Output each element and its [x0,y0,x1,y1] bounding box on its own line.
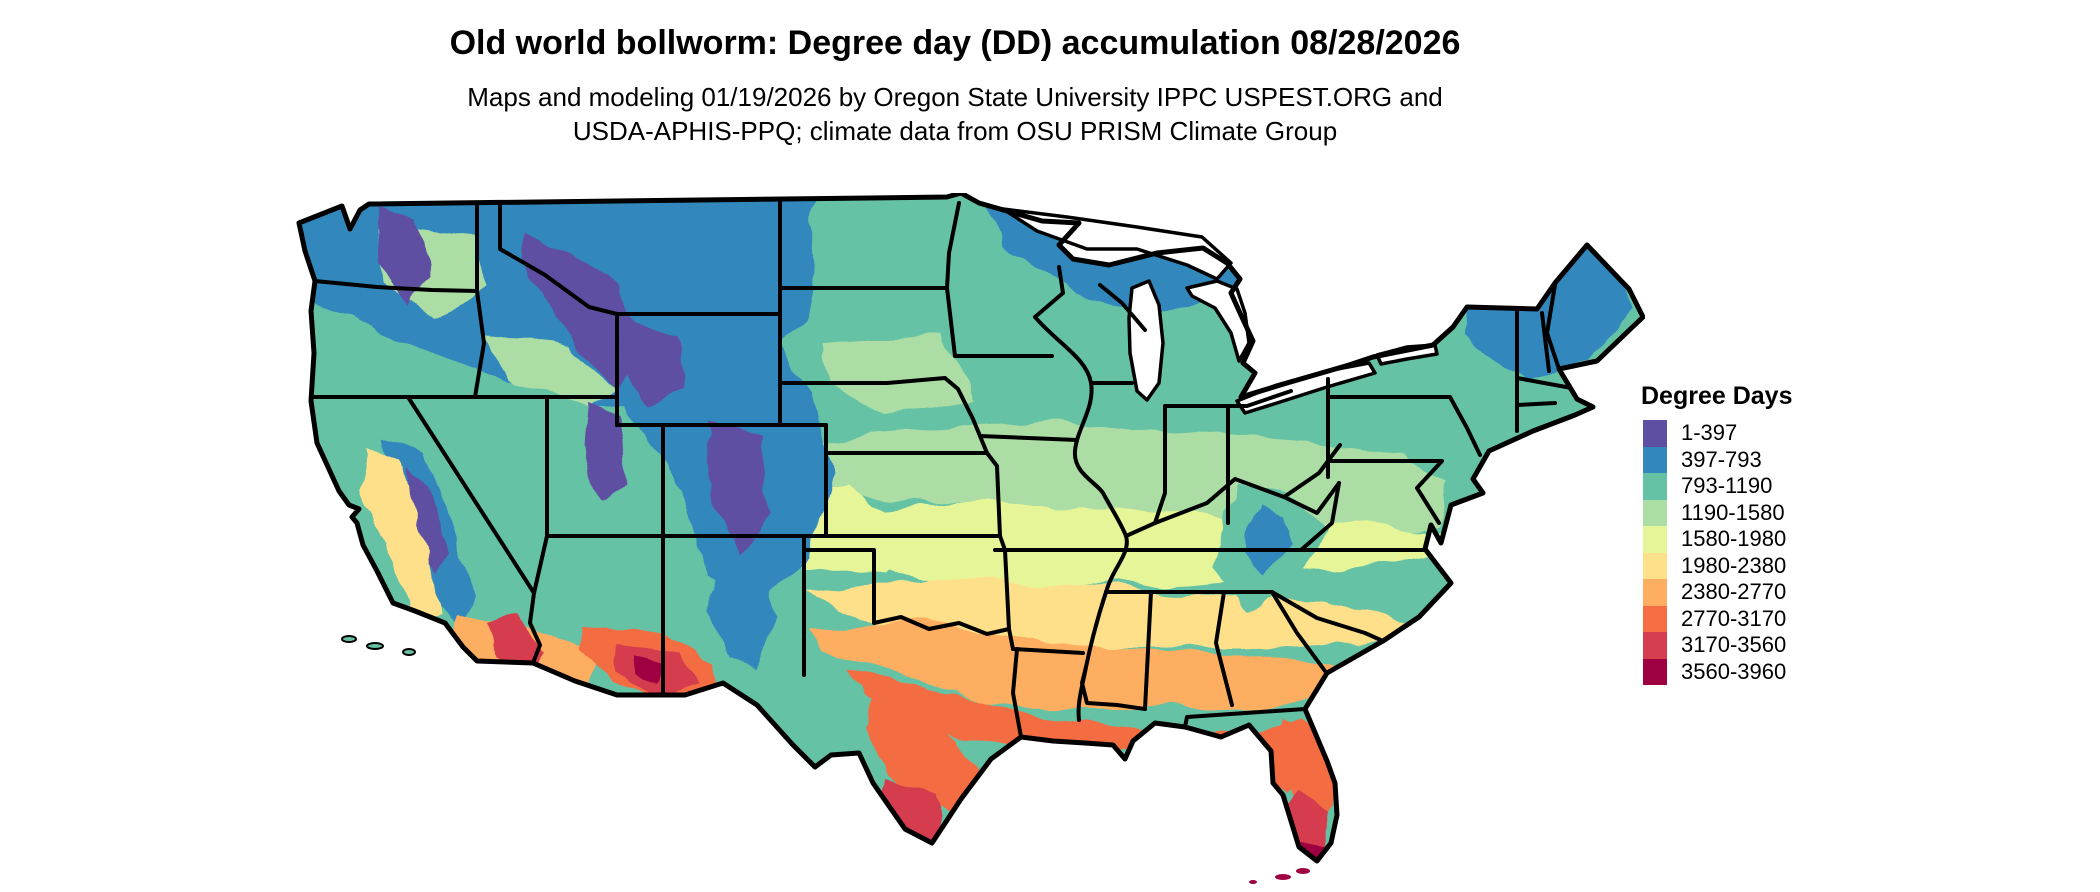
legend-color-swatch [1643,579,1667,606]
legend-color-swatch [1643,446,1667,473]
legend-row: 1-397 [1643,420,1792,447]
legend-row: 3170-3560 [1643,632,1792,659]
legend-color-swatch [1643,473,1667,500]
legend-color-swatch [1643,499,1667,526]
legend-range-label: 3560-3960 [1681,658,1787,684]
legend-color-swatch [1643,526,1667,553]
legend-range-label: 2380-2770 [1681,579,1787,605]
subtitle-line-1: Maps and modeling 01/19/2026 by Oregon S… [467,82,1443,112]
legend-color-swatch [1643,420,1667,447]
legend-row: 793-1190 [1643,473,1792,500]
legend-title: Degree Days [1641,382,1793,410]
legend-range-label: 793-1190 [1681,473,1773,499]
legend-range-label: 1190-1580 [1681,499,1785,525]
legend-range-label: 1-397 [1681,420,1738,446]
channel-islands [341,635,416,656]
subtitle-line-2: USDA-APHIS-PPQ; climate data from OSU PR… [572,116,1338,146]
legend-range-label: 397-793 [1681,446,1762,472]
legend-color-swatch [1643,552,1667,579]
legend-color-swatch [1643,632,1667,659]
legend-row: 397-793 [1643,446,1792,473]
figure-subtitle: Maps and modeling 01/19/2026 by Oregon S… [0,80,1910,148]
legend-row: 2380-2770 [1643,579,1792,606]
us-degree-day-map [287,193,1645,888]
legend-row: 3560-3960 [1643,658,1792,685]
florida-keys [1249,868,1310,884]
us-map-outline [296,193,1645,864]
lake-michigan [1127,279,1165,402]
legend-row: 1980-2380 [1643,552,1792,579]
legend-row: 2770-3170 [1643,605,1792,632]
legend-range-label: 2770-3170 [1681,605,1787,631]
legend-range-label: 1580-1980 [1681,526,1787,552]
great-lakes [1001,207,1439,415]
figure-title: Old world bollworm: Degree day (DD) accu… [449,24,1461,62]
legend-color-swatch [1643,605,1667,632]
lake-ontario [1375,343,1439,366]
lake-superior [1001,207,1233,281]
legend-range-label: 1980-2380 [1681,552,1787,578]
legend-color-swatch [1643,658,1667,685]
legend-items: 1-397 397-793 793-1190 1190-1580 1580-19… [1643,420,1792,685]
state-borders [307,201,1579,739]
legend-row: 1190-1580 [1643,499,1792,526]
legend-row: 1580-1980 [1643,526,1792,553]
legend: Degree Days 1-397 397-793 793-1190 1190-… [1641,382,1793,685]
legend-range-label: 3170-3560 [1681,632,1787,658]
